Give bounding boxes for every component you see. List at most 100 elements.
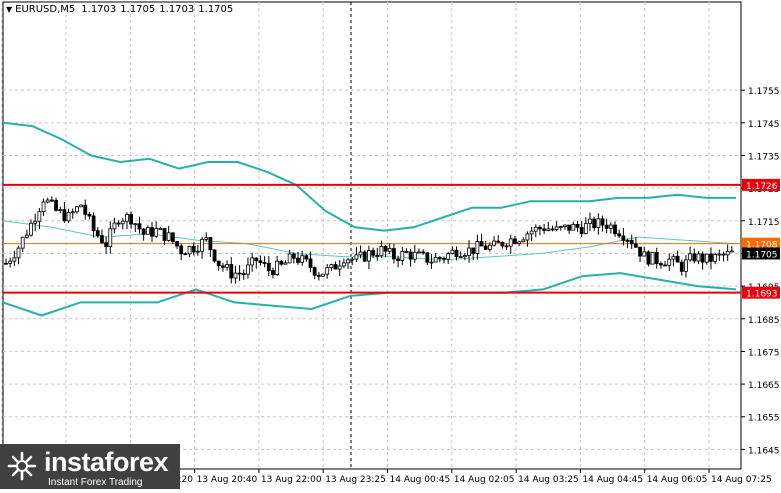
candle-body	[166, 232, 171, 241]
candle-body	[629, 240, 634, 245]
price-tick-label: 1.1685	[748, 316, 780, 326]
candle-body	[33, 220, 38, 224]
candle-body	[241, 273, 246, 275]
candle	[504, 243, 509, 251]
candle	[296, 252, 300, 265]
candle-body	[588, 218, 592, 225]
candle	[333, 261, 338, 270]
candle	[371, 247, 375, 258]
candle-body	[54, 199, 58, 211]
candle	[554, 221, 559, 232]
candle	[692, 248, 697, 264]
level-label-box	[742, 286, 780, 299]
candle-body	[37, 211, 42, 222]
candle-body	[600, 218, 605, 226]
candle-body	[517, 241, 521, 244]
candle-body	[362, 251, 367, 262]
candle-body	[462, 255, 467, 258]
candle-body	[346, 259, 350, 264]
candle	[429, 254, 434, 269]
candle-body	[112, 222, 117, 230]
candle-body	[216, 260, 221, 267]
candle-body	[191, 245, 196, 253]
candle	[521, 237, 526, 243]
candle-body	[312, 267, 317, 276]
candle	[358, 245, 363, 259]
candle-body	[654, 251, 659, 264]
candle	[454, 246, 459, 261]
candle-body	[45, 199, 50, 203]
candle-body	[208, 237, 213, 251]
time-tick-label: 14 Aug 06:05	[647, 475, 708, 485]
candle	[195, 244, 200, 256]
candle	[508, 234, 513, 254]
candle	[37, 207, 42, 230]
candle	[375, 247, 380, 261]
candle-body	[16, 247, 21, 259]
candle	[325, 263, 330, 279]
candle	[104, 236, 109, 254]
time-tick-label: 14 Aug 02:05	[454, 475, 515, 485]
low-quote: 1.1703	[159, 4, 195, 15]
candle-body	[367, 250, 371, 262]
candle	[496, 235, 501, 243]
candle-body	[725, 250, 730, 256]
plot-frame	[2, 1, 742, 470]
candle-body	[354, 254, 359, 260]
candle-body	[529, 230, 534, 235]
candle	[300, 250, 305, 266]
candle-body	[521, 239, 526, 243]
candle-body	[667, 258, 672, 266]
candle-body	[254, 257, 259, 262]
candle-body	[129, 214, 134, 225]
candle	[262, 256, 267, 268]
candle	[392, 243, 396, 264]
candle-body	[308, 258, 313, 269]
candle-body	[417, 251, 421, 254]
candle	[204, 232, 209, 242]
candle	[433, 253, 438, 263]
candle-body	[316, 274, 321, 277]
candle-body	[200, 239, 204, 252]
candle	[404, 248, 409, 253]
candle-body	[262, 262, 267, 264]
candle-body	[283, 262, 288, 265]
watermark: instaforex Instant Forex Trading	[0, 444, 180, 489]
candle-body	[596, 218, 601, 229]
candle-body	[721, 253, 726, 256]
candle-body	[496, 240, 501, 243]
candle-body	[696, 253, 701, 262]
candle-body	[41, 201, 46, 213]
candle-body	[538, 226, 542, 230]
candle	[546, 221, 551, 232]
candle	[575, 220, 580, 232]
candle	[33, 213, 38, 232]
candle	[638, 246, 642, 263]
candle	[166, 225, 171, 242]
candle-body	[104, 242, 109, 248]
candle	[225, 260, 229, 271]
candle-body	[525, 233, 530, 241]
candle-body	[671, 255, 676, 260]
candle	[258, 255, 263, 266]
candle-body	[154, 228, 159, 237]
candle	[717, 249, 722, 262]
candle	[241, 269, 246, 280]
candle-body	[296, 257, 300, 263]
brand-tagline: Instant Forex Trading	[48, 477, 143, 488]
candle	[458, 251, 463, 259]
dropdown-triangle-icon[interactable]: ▼	[6, 5, 13, 14]
candle	[62, 202, 67, 223]
candle	[633, 236, 638, 248]
candle	[621, 227, 626, 246]
level-label: 1.1693	[746, 290, 778, 300]
candle-body	[704, 253, 709, 263]
candle	[709, 247, 713, 270]
candle-body	[49, 199, 54, 202]
candle-body	[246, 264, 250, 275]
candle-body	[66, 212, 71, 222]
candle	[54, 197, 58, 212]
candle-body	[729, 250, 734, 253]
